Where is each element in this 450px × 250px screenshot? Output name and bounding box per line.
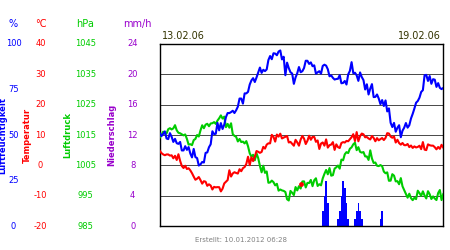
Text: 0: 0 bbox=[11, 222, 16, 231]
Bar bbox=[361, 219, 363, 226]
Bar bbox=[324, 196, 325, 226]
Text: 75: 75 bbox=[8, 85, 19, 94]
Text: 40: 40 bbox=[35, 39, 46, 48]
Text: 30: 30 bbox=[35, 70, 46, 79]
Text: 19.02.06: 19.02.06 bbox=[398, 31, 441, 41]
Text: -10: -10 bbox=[34, 191, 47, 200]
Text: 100: 100 bbox=[5, 39, 22, 48]
Text: Erstellt: 10.01.2012 06:28: Erstellt: 10.01.2012 06:28 bbox=[195, 236, 287, 242]
Text: 1005: 1005 bbox=[75, 161, 96, 170]
Bar bbox=[380, 219, 381, 226]
Text: 13.02.06: 13.02.06 bbox=[162, 31, 205, 41]
Text: 20: 20 bbox=[35, 100, 46, 109]
Text: 0: 0 bbox=[130, 222, 135, 231]
Bar bbox=[357, 204, 359, 226]
Text: 1035: 1035 bbox=[75, 70, 96, 79]
Text: 1015: 1015 bbox=[75, 130, 96, 140]
Text: 12: 12 bbox=[127, 130, 138, 140]
Point bbox=[297, 182, 304, 186]
Bar bbox=[347, 219, 349, 226]
Text: 50: 50 bbox=[8, 130, 19, 140]
Bar bbox=[381, 211, 383, 226]
Bar bbox=[322, 211, 324, 226]
Text: Temperatur: Temperatur bbox=[22, 108, 32, 162]
Text: 995: 995 bbox=[77, 191, 94, 200]
Text: 16: 16 bbox=[127, 100, 138, 109]
Text: -20: -20 bbox=[34, 222, 47, 231]
Bar bbox=[354, 219, 356, 226]
Text: 1045: 1045 bbox=[75, 39, 96, 48]
Bar bbox=[325, 180, 327, 226]
Bar bbox=[337, 219, 339, 226]
Bar bbox=[359, 211, 361, 226]
Text: °C: °C bbox=[35, 19, 46, 29]
Bar bbox=[344, 188, 346, 226]
Bar bbox=[339, 211, 341, 226]
Bar bbox=[341, 196, 342, 226]
Text: 0: 0 bbox=[38, 161, 43, 170]
Text: Luftfeuchtigkeit: Luftfeuchtigkeit bbox=[0, 96, 7, 174]
Text: %: % bbox=[9, 19, 18, 29]
Text: 4: 4 bbox=[130, 191, 135, 200]
Text: 25: 25 bbox=[8, 176, 19, 185]
Text: hPa: hPa bbox=[76, 19, 94, 29]
Bar bbox=[327, 204, 328, 226]
Text: Luftdruck: Luftdruck bbox=[63, 112, 72, 158]
Text: 8: 8 bbox=[130, 161, 135, 170]
Bar bbox=[356, 211, 357, 226]
Bar bbox=[342, 180, 344, 226]
Text: 1025: 1025 bbox=[75, 100, 96, 109]
Text: 10: 10 bbox=[35, 130, 46, 140]
Text: 985: 985 bbox=[77, 222, 94, 231]
Text: 20: 20 bbox=[127, 70, 138, 79]
Text: mm/h: mm/h bbox=[123, 19, 152, 29]
Text: 24: 24 bbox=[127, 39, 138, 48]
Text: Niederschlag: Niederschlag bbox=[107, 104, 116, 166]
Bar bbox=[346, 204, 347, 226]
